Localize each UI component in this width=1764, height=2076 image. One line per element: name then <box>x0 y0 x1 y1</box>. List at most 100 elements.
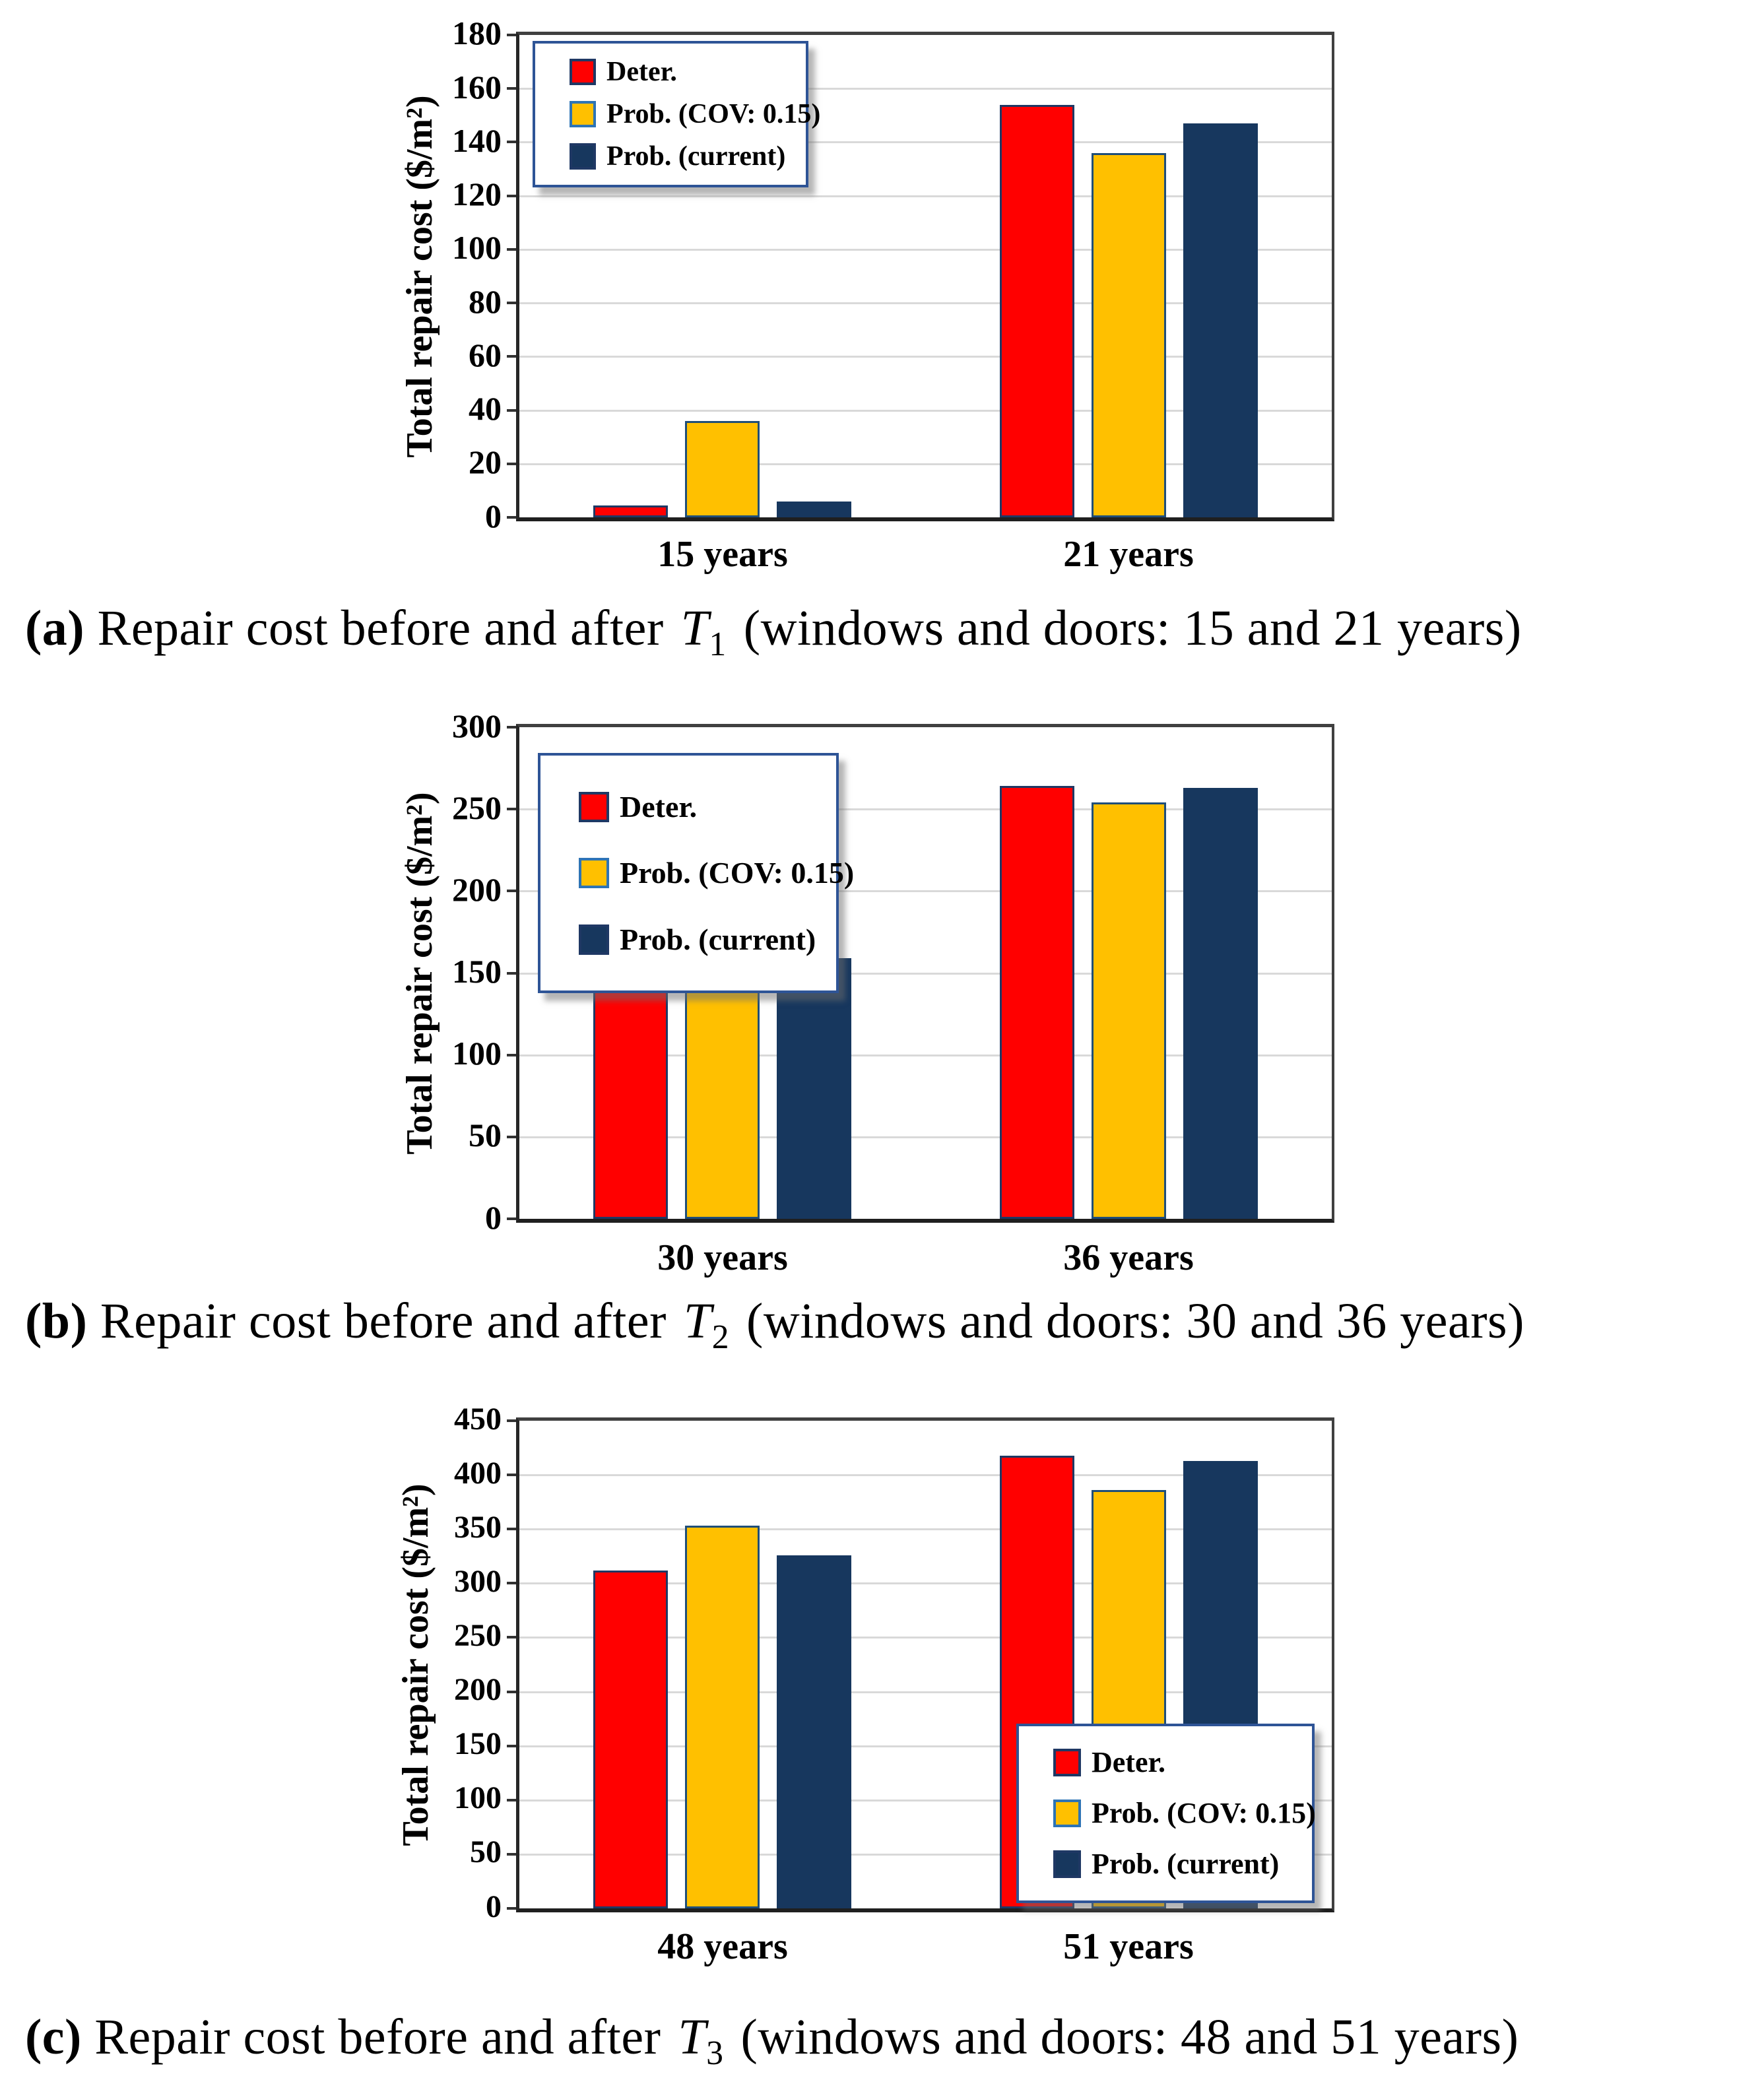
y-tick-mark <box>507 355 516 358</box>
y-tick-0: 0 <box>485 1199 502 1236</box>
gridline-100 <box>519 1054 1332 1056</box>
gridline-140 <box>519 141 1332 143</box>
caption-variable: T3 <box>678 2009 724 2073</box>
gridline-300 <box>519 1582 1332 1584</box>
y-tick-200: 200 <box>454 1672 502 1707</box>
gridline-350 <box>519 1528 1332 1530</box>
y-tick-mark <box>507 141 516 143</box>
bar-deter-36-years <box>1000 786 1074 1219</box>
y-tick-120: 120 <box>452 176 502 212</box>
legend: Deter. Prob. (COV: 0.15) Prob. (current) <box>1016 1724 1316 1903</box>
legend-label: Deter. <box>606 57 677 87</box>
y-tick-mark <box>507 1907 516 1910</box>
y-tick-250: 250 <box>452 789 502 826</box>
bar-prob-cov-0-15-48-years <box>685 1526 760 1908</box>
y-tick-140: 140 <box>452 122 502 159</box>
y-tick-50: 50 <box>470 1834 502 1869</box>
legend-label: Prob. (COV: 0.15) <box>1092 1797 1316 1829</box>
y-tick-250: 250 <box>454 1618 502 1653</box>
y-tick-mark <box>507 195 516 197</box>
y-tick-mark <box>507 463 516 465</box>
y-tick-mark <box>507 34 516 36</box>
y-tick-mark <box>507 1054 516 1056</box>
caption-variable: T2 <box>683 1293 730 1357</box>
legend-label: Prob. (current) <box>606 141 786 172</box>
gridline-400 <box>519 1474 1332 1476</box>
y-tick-mark <box>507 1691 516 1693</box>
caption-variable: T1 <box>680 600 727 664</box>
gridline-50 <box>519 1136 1332 1138</box>
y-tick-450: 450 <box>454 1402 502 1437</box>
legend-swatch-icon <box>1053 1749 1081 1776</box>
y-tick-mark <box>507 1528 516 1530</box>
legend-swatch-icon <box>570 101 596 127</box>
x-category-label: 15 years <box>657 534 788 575</box>
y-tick-300: 300 <box>452 707 502 744</box>
y-tick-100: 100 <box>452 229 502 266</box>
caption-rest: (windows and doors: 15 and 21 years) <box>743 600 1522 656</box>
bar-prob-cov-0-15-15-years <box>685 421 760 517</box>
y-tick-mark <box>507 409 516 412</box>
legend-entry: Prob. (COV: 0.15) <box>570 100 820 128</box>
bar-prob-current-15-years <box>777 502 851 517</box>
caption: (b) Repair cost before and after T2 (windo… <box>25 1290 1748 1359</box>
y-tick-mark <box>507 1745 516 1747</box>
y-tick-mark <box>507 87 516 90</box>
y-tick-180: 180 <box>452 15 502 51</box>
legend-entry: Deter. <box>1053 1748 1312 1777</box>
gridline-80 <box>519 302 1332 304</box>
y-tick-60: 60 <box>469 337 502 373</box>
legend: Deter. Prob. (COV: 0.15) Prob. (current) <box>538 753 854 993</box>
y-tick-350: 350 <box>454 1510 502 1545</box>
gridline-100 <box>519 1800 1332 1801</box>
caption-text: Repair cost before and after <box>84 600 664 656</box>
y-tick-mark <box>507 516 516 519</box>
caption-label: (c) <box>25 2009 82 2065</box>
y-tick-0: 0 <box>485 498 502 535</box>
bar-prob-cov-0-15-21-years <box>1092 153 1166 517</box>
y-tick-300: 300 <box>454 1564 502 1599</box>
gridline-60 <box>519 356 1332 358</box>
x-category-label: 48 years <box>657 1926 788 1967</box>
gridline-160 <box>519 88 1332 90</box>
plot-area <box>516 32 1334 521</box>
bar-prob-current-36-years <box>1183 788 1258 1219</box>
legend-entry: Deter. <box>579 789 836 824</box>
legend-label: Deter. <box>620 789 698 824</box>
y-tick-20: 20 <box>469 443 502 480</box>
y-tick-150: 150 <box>452 953 502 990</box>
y-tick-mark <box>507 726 516 729</box>
legend-label: Prob. (COV: 0.15) <box>620 856 855 890</box>
y-tick-mark <box>507 1419 516 1422</box>
y-tick-mark <box>507 1636 516 1638</box>
y-tick-200: 200 <box>452 871 502 908</box>
legend: Deter. Prob. (COV: 0.15) Prob. (current) <box>533 41 820 187</box>
y-tick-mark <box>507 972 516 975</box>
gridline-200 <box>519 1691 1332 1693</box>
y-tick-100: 100 <box>452 1035 502 1072</box>
y-tick-mark <box>507 302 516 304</box>
gridline-200 <box>519 890 1332 892</box>
caption-rest: (windows and doors: 48 and 51 years) <box>740 2009 1519 2065</box>
bar-prob-current-21-years <box>1183 123 1258 517</box>
legend-entry: Prob. (current) <box>579 924 836 955</box>
bar-prob-cov-0-15-36-years <box>1092 802 1166 1219</box>
bar-deter-48-years <box>593 1571 668 1908</box>
y-tick-150: 150 <box>454 1726 502 1761</box>
y-tick-mark <box>507 1217 516 1220</box>
gridline-100 <box>519 249 1332 251</box>
legend-label: Prob. (COV: 0.15) <box>606 99 821 129</box>
caption: (c) Repair cost before and after T3 (windo… <box>25 2006 1748 2075</box>
bar-prob-current-30-years <box>777 958 851 1219</box>
caption-text: Repair cost before and after <box>87 1293 667 1349</box>
y-tick-0: 0 <box>486 1889 502 1924</box>
x-category-label: 36 years <box>1063 1237 1194 1278</box>
y-tick-mark <box>507 890 516 892</box>
bar-deter-15-years <box>593 505 668 517</box>
y-tick-mark <box>507 1582 516 1584</box>
bar-prob-current-48-years <box>777 1555 851 1908</box>
y-tick-mark <box>507 808 516 810</box>
x-category-label: 51 years <box>1063 1926 1194 1967</box>
gridline-50 <box>519 1854 1332 1856</box>
